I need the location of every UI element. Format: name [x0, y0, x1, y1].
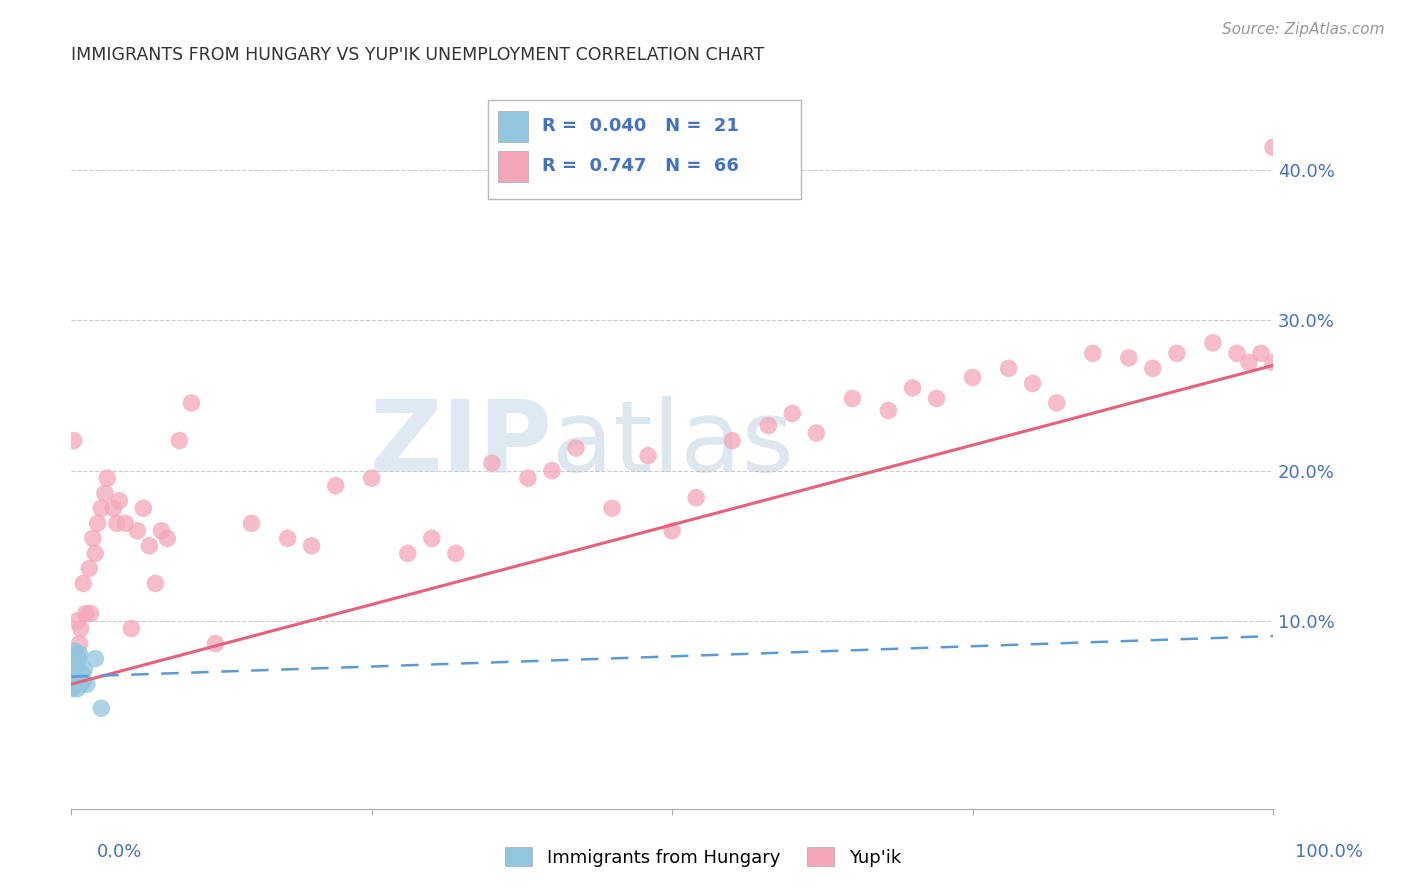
Point — [360, 471, 382, 485]
Bar — [498, 151, 527, 182]
Point — [721, 434, 744, 448]
Point — [90, 701, 112, 715]
Point — [132, 501, 155, 516]
Text: R =  0.040   N =  21: R = 0.040 N = 21 — [543, 118, 740, 136]
Text: Source: ZipAtlas.com: Source: ZipAtlas.com — [1222, 22, 1385, 37]
Point — [481, 456, 503, 470]
Point — [63, 666, 86, 681]
Text: ZIP: ZIP — [370, 396, 553, 493]
Point — [516, 471, 538, 485]
Text: 100.0%: 100.0% — [1295, 843, 1362, 861]
Point — [69, 647, 91, 661]
Point — [69, 637, 91, 651]
Point — [301, 539, 323, 553]
Point — [66, 662, 89, 676]
Point — [1237, 355, 1260, 369]
Point — [1202, 335, 1225, 350]
Point — [661, 524, 683, 538]
Point — [240, 516, 263, 531]
Point — [541, 464, 564, 478]
Point — [73, 662, 96, 676]
Point — [1261, 140, 1284, 154]
Point — [103, 501, 125, 516]
Legend: Immigrants from Hungary, Yup'ik: Immigrants from Hungary, Yup'ik — [498, 840, 908, 874]
Point — [925, 392, 948, 406]
Point — [69, 674, 91, 689]
Point — [82, 531, 104, 545]
Point — [67, 671, 90, 685]
Point — [1081, 346, 1104, 360]
Point — [444, 546, 467, 560]
Point — [325, 478, 347, 492]
Point — [997, 361, 1019, 376]
Point — [72, 674, 94, 689]
Point — [169, 434, 191, 448]
Point — [90, 501, 112, 516]
Point — [637, 449, 659, 463]
Point — [565, 441, 588, 455]
Point — [841, 392, 863, 406]
Point — [277, 531, 299, 545]
Point — [756, 418, 779, 433]
Point — [901, 381, 924, 395]
Point — [70, 677, 93, 691]
Point — [1250, 346, 1272, 360]
Point — [105, 516, 128, 531]
Point — [79, 607, 101, 621]
Point — [138, 539, 160, 553]
Point — [66, 681, 89, 696]
Point — [62, 434, 84, 448]
Point — [1142, 361, 1164, 376]
Point — [75, 607, 97, 621]
Point — [84, 651, 107, 665]
Point — [70, 622, 93, 636]
Point — [70, 666, 93, 681]
Point — [150, 524, 173, 538]
Point — [204, 637, 226, 651]
Point — [62, 651, 84, 665]
Point — [86, 516, 108, 531]
Point — [962, 370, 984, 384]
Point — [72, 576, 94, 591]
Point — [1261, 355, 1284, 369]
Point — [156, 531, 179, 545]
Point — [685, 491, 707, 505]
Text: atlas: atlas — [553, 396, 793, 493]
Text: 0.0%: 0.0% — [97, 843, 142, 861]
Point — [396, 546, 419, 560]
Point — [76, 677, 98, 691]
Point — [145, 576, 167, 591]
Point — [877, 403, 900, 417]
Point — [120, 622, 142, 636]
Point — [1021, 376, 1043, 391]
Point — [96, 471, 118, 485]
Point — [62, 681, 84, 696]
Point — [420, 531, 443, 545]
Point — [67, 651, 90, 665]
Point — [62, 674, 84, 689]
Point — [66, 647, 89, 661]
Point — [114, 516, 136, 531]
Point — [1118, 351, 1140, 365]
Point — [77, 561, 100, 575]
Point — [65, 656, 87, 670]
Point — [84, 546, 107, 560]
Bar — [498, 111, 527, 142]
Point — [180, 396, 202, 410]
Point — [806, 425, 828, 440]
Point — [600, 501, 623, 516]
Point — [66, 614, 89, 628]
Point — [63, 644, 86, 658]
Point — [94, 486, 117, 500]
Text: IMMIGRANTS FROM HUNGARY VS YUP'IK UNEMPLOYMENT CORRELATION CHART: IMMIGRANTS FROM HUNGARY VS YUP'IK UNEMPL… — [72, 46, 765, 64]
Point — [1226, 346, 1249, 360]
FancyBboxPatch shape — [488, 100, 801, 199]
Point — [1166, 346, 1188, 360]
Point — [65, 677, 87, 691]
Text: R =  0.747   N =  66: R = 0.747 N = 66 — [543, 158, 740, 176]
Point — [1046, 396, 1069, 410]
Point — [108, 493, 131, 508]
Point — [127, 524, 149, 538]
Point — [782, 407, 804, 421]
